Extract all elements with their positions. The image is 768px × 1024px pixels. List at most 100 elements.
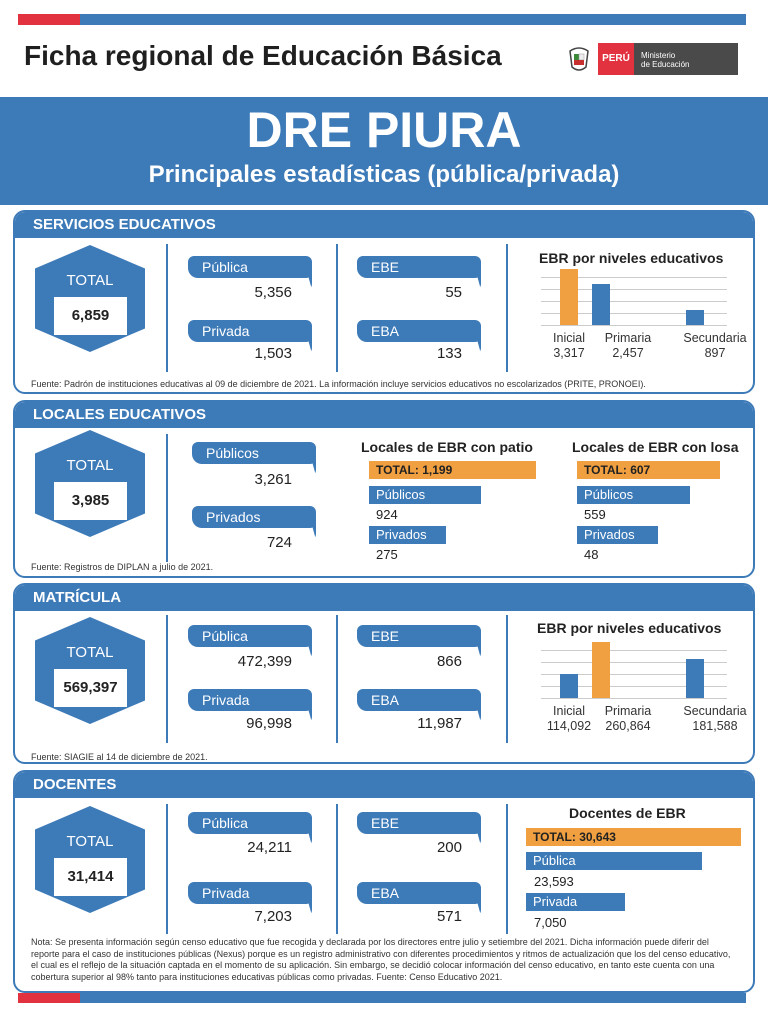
gridline: [541, 650, 727, 651]
publica-value: 472,399: [237, 653, 292, 670]
bar-inicial: [560, 673, 578, 698]
losa-privados-value: 48: [584, 547, 599, 562]
eba-value: 133: [436, 345, 462, 362]
privada-label: Privada: [188, 320, 312, 342]
divider: [336, 804, 338, 934]
section-title: DOCENTES: [15, 772, 753, 798]
value-label: 897: [704, 346, 726, 360]
publicos-value: 3,261: [254, 471, 292, 488]
docentes-publica-value: 23,593: [534, 874, 574, 889]
divider: [506, 244, 508, 372]
bar-secundaria: [686, 659, 704, 698]
bottom-bar-blue: [80, 993, 746, 1003]
total-label: TOTAL: [66, 272, 114, 289]
section-locales: LOCALES EDUCATIVOS TOTAL 3,985 Públicos …: [13, 400, 755, 578]
losa-publicos-bar: Públicos: [577, 486, 690, 504]
ebe-label: EBE: [357, 256, 481, 278]
losa-total-bar: TOTAL: 607: [577, 461, 720, 479]
patio-publicos-bar: Públicos: [369, 486, 481, 504]
patio-privados-value: 275: [376, 547, 398, 562]
gridline: [541, 662, 727, 663]
divider: [166, 434, 168, 562]
logo-peru: PERÚ: [598, 43, 634, 75]
gridline: [541, 277, 727, 278]
value-label: 181,588: [692, 719, 738, 733]
bar-label: Secundaria 897: [675, 331, 753, 361]
eba-label: EBA: [357, 689, 481, 711]
source-note: Fuente: Registros de DIPLAN a julio de 2…: [31, 562, 214, 572]
bar-label: Secundaria 181,588: [675, 704, 753, 734]
total-value: 569,397: [54, 669, 127, 707]
bar-inicial: [560, 269, 578, 325]
coat-of-arms-icon: [569, 47, 589, 71]
divider: [166, 615, 168, 743]
publica-value: 24,211: [247, 839, 292, 856]
gridline: [541, 325, 727, 326]
chart-title: EBR por niveles educativos: [537, 620, 722, 636]
bar-primaria: [592, 642, 610, 698]
ebe-value: 200: [436, 839, 462, 856]
note: Nota: Se presenta información según cens…: [31, 937, 731, 982]
gridline: [541, 313, 727, 314]
losa-title: Locales de EBR con losa: [572, 439, 739, 455]
divider: [166, 804, 168, 934]
privada-label: Privada: [188, 689, 312, 711]
bar-label: Primaria 2,457: [588, 331, 668, 361]
total-label: TOTAL: [66, 644, 114, 661]
losa-privados-bar: Privados: [577, 526, 658, 544]
total-hexagon: TOTAL 569,397: [35, 617, 145, 724]
publica-label: Pública: [188, 256, 312, 278]
region-title: DRE PIURA: [246, 102, 522, 158]
total-hexagon: TOTAL 6,859: [35, 245, 145, 352]
total-hexagon: TOTAL 31,414: [35, 806, 145, 913]
section-title: MATRÍCULA: [15, 585, 753, 611]
banner: DRE PIURA Principales estadísticas (públ…: [0, 97, 768, 205]
logo-ministry: Ministerio de Educación: [634, 43, 738, 75]
publica-value: 5,356: [254, 284, 292, 301]
divider: [336, 244, 338, 372]
region-subtitle: Principales estadísticas (pública/privad…: [148, 161, 620, 188]
divider: [506, 615, 508, 743]
losa-publicos-value: 559: [584, 507, 606, 522]
value-label: 114,092: [546, 719, 592, 733]
ebe-value: 55: [445, 284, 462, 301]
publicos-label: Públicos: [192, 442, 316, 464]
divider: [506, 804, 508, 934]
privados-value: 724: [266, 534, 292, 551]
page-title: Ficha regional de Educación Básica: [24, 40, 502, 71]
section-title: SERVICIOS EDUCATIVOS: [15, 212, 753, 238]
category-label: Secundaria: [683, 704, 747, 718]
eba-label: EBA: [357, 882, 481, 904]
docentes-total-bar: TOTAL: 30,643: [526, 828, 741, 846]
section-matricula: MATRÍCULA TOTAL 569,397 Pública 472,399 …: [13, 583, 755, 764]
category-label: Inicial: [553, 331, 585, 345]
ebe-label: EBE: [357, 625, 481, 647]
eba-label: EBA: [357, 320, 481, 342]
gridline: [541, 674, 727, 675]
docentes-chart-title: Docentes de EBR: [569, 805, 686, 821]
docentes-publica-bar: Pública: [526, 852, 702, 870]
minedu-logo: PERÚ Ministerio de Educación: [566, 43, 738, 75]
section-servicios: SERVICIOS EDUCATIVOS TOTAL 6,859 Pública…: [13, 210, 755, 394]
docentes-privada-bar: Privada: [526, 893, 625, 911]
bar-label: Inicial 3,317: [529, 331, 609, 361]
divider: [166, 244, 168, 372]
ebe-value: 866: [436, 653, 462, 670]
total-hexagon: TOTAL 3,985: [35, 430, 145, 537]
bar-primaria: [592, 283, 610, 325]
publica-label: Pública: [188, 812, 312, 834]
value-label: 2,457: [612, 346, 644, 360]
ebe-label: EBE: [357, 812, 481, 834]
category-label: Secundaria: [683, 331, 747, 345]
section-title: LOCALES EDUCATIVOS: [15, 402, 753, 428]
patio-publicos-value: 924: [376, 507, 398, 522]
eba-value: 571: [436, 908, 462, 925]
gridline: [541, 686, 727, 687]
top-bar-blue: [80, 14, 746, 25]
category-label: Primaria: [604, 704, 652, 718]
gridline: [541, 301, 727, 302]
value-label: 260,864: [605, 719, 651, 733]
gridline: [541, 698, 727, 699]
category-label: Primaria: [604, 331, 652, 345]
total-label: TOTAL: [66, 457, 114, 474]
